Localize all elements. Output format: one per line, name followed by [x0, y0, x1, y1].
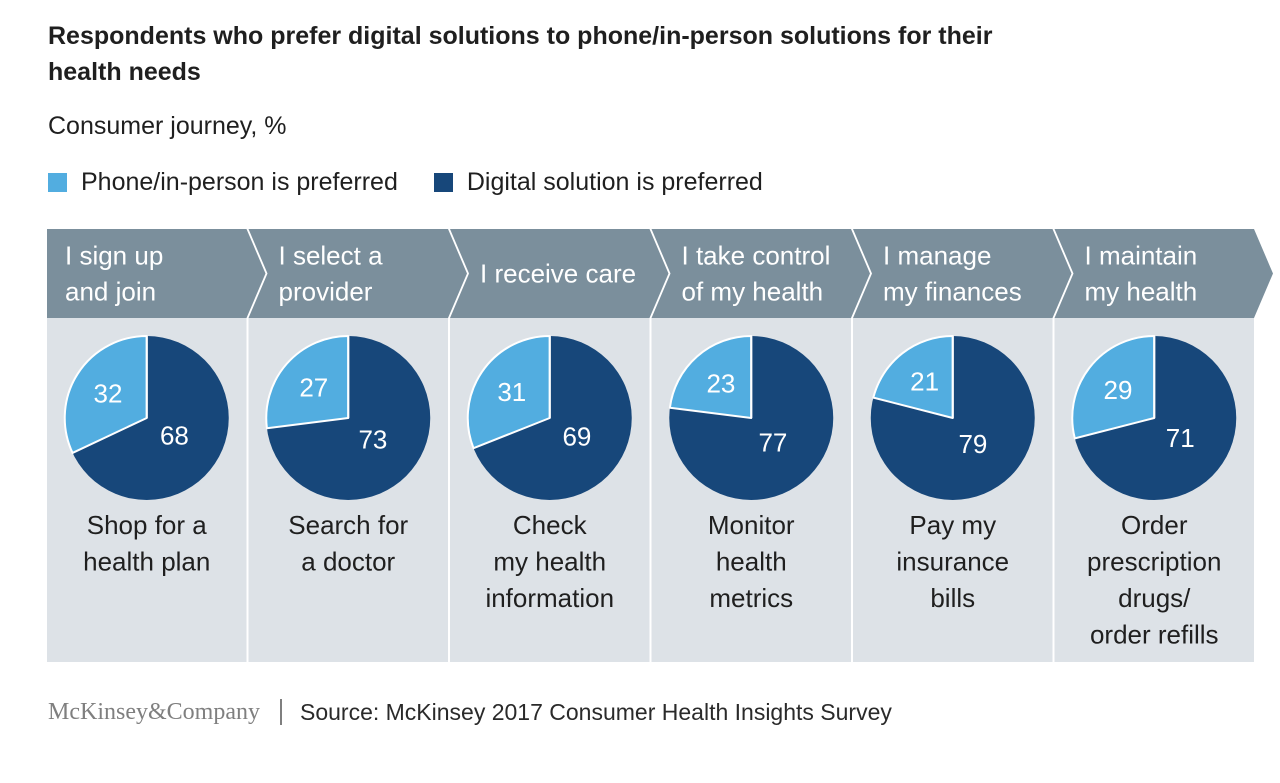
data-label-digital-4: 77 [758, 428, 787, 458]
activity-label-6: prescription [1087, 547, 1221, 577]
activity-label-3: my health [493, 547, 606, 577]
stage-label-4: of my health [682, 277, 824, 307]
legend-label-phone: Phone/in-person is preferred [81, 167, 398, 196]
stage-label-4: I take control [682, 241, 831, 271]
legend: Phone/in-person is preferred Digital sol… [48, 165, 799, 199]
legend-item-digital: Digital solution is preferred [433, 167, 763, 197]
stage-header-4 [651, 229, 870, 318]
chart-subtitle: Consumer journey, % [48, 112, 287, 140]
data-label-phone-4: 23 [706, 369, 735, 399]
stage-label-6: I maintain [1085, 241, 1198, 271]
stage-label-5: my finances [883, 277, 1022, 307]
activity-label-3: information [485, 583, 614, 613]
legend-item-phone: Phone/in-person is preferred [48, 168, 398, 197]
data-label-digital-6: 71 [1166, 423, 1195, 453]
source-note: Source: McKinsey 2017 Consumer Health In… [299, 698, 892, 725]
activity-label-6: Order [1121, 510, 1188, 540]
data-label-phone-3: 31 [497, 377, 526, 407]
stage-header-1 [47, 229, 266, 318]
activity-label-5: bills [930, 583, 975, 613]
data-label-phone-6: 29 [1104, 375, 1133, 405]
stage-label-3: I receive care [480, 259, 636, 289]
activity-label-1: health plan [83, 547, 210, 577]
activity-label-4: health [716, 547, 787, 577]
stage-header-2 [248, 229, 467, 318]
activity-label-4: Monitor [708, 510, 795, 540]
stage-label-1: I sign up [65, 241, 163, 271]
chart-title: Respondents who prefer digital solutions… [48, 22, 993, 86]
pie-slice-phone-1 [63, 335, 148, 454]
pie-slice-phone-3 [466, 335, 551, 450]
pie-slice-phone-2 [265, 335, 350, 430]
stage-label-6: my health [1085, 277, 1198, 307]
legend-swatch-digital [433, 172, 453, 192]
stage-header-6 [1054, 229, 1273, 318]
pie-slice-phone-5 [872, 335, 954, 419]
stage-label-2: provider [279, 277, 373, 307]
pie-slice-phone-4 [668, 335, 753, 419]
pie-slice-phone-6 [1071, 335, 1156, 440]
data-label-phone-2: 27 [299, 373, 328, 403]
legend-swatch-phone [48, 172, 67, 192]
footer: McKinsey&Company Source: McKinsey 2017 C… [48, 694, 892, 730]
data-label-digital-2: 73 [358, 425, 387, 455]
brand-logo: McKinsey&Company [48, 698, 260, 725]
data-label-phone-5: 21 [910, 367, 939, 397]
data-label-digital-1: 68 [160, 421, 189, 451]
stage-header-5 [853, 229, 1072, 318]
footer-divider [279, 699, 282, 725]
stage-label-2: I select a [279, 241, 384, 271]
activity-label-2: a doctor [301, 547, 395, 577]
activity-label-6: drugs/ [1118, 583, 1191, 613]
stage-label-1: and join [65, 277, 156, 307]
stage-header-3 [450, 229, 669, 318]
stage-label-5: I manage [883, 241, 991, 271]
activity-label-5: Pay my [909, 510, 996, 540]
activity-label-2: Search for [288, 510, 408, 540]
activity-label-1: Shop for a [87, 510, 208, 540]
data-label-digital-5: 79 [958, 429, 987, 459]
activity-label-6: order refills [1090, 620, 1219, 650]
activity-label-4: metrics [709, 583, 793, 613]
data-label-digital-3: 69 [562, 421, 591, 451]
legend-label-digital: Digital solution is preferred [466, 167, 763, 196]
activity-label-3: Check [513, 510, 588, 540]
activity-label-5: insurance [896, 547, 1009, 577]
data-label-phone-1: 32 [94, 378, 123, 408]
